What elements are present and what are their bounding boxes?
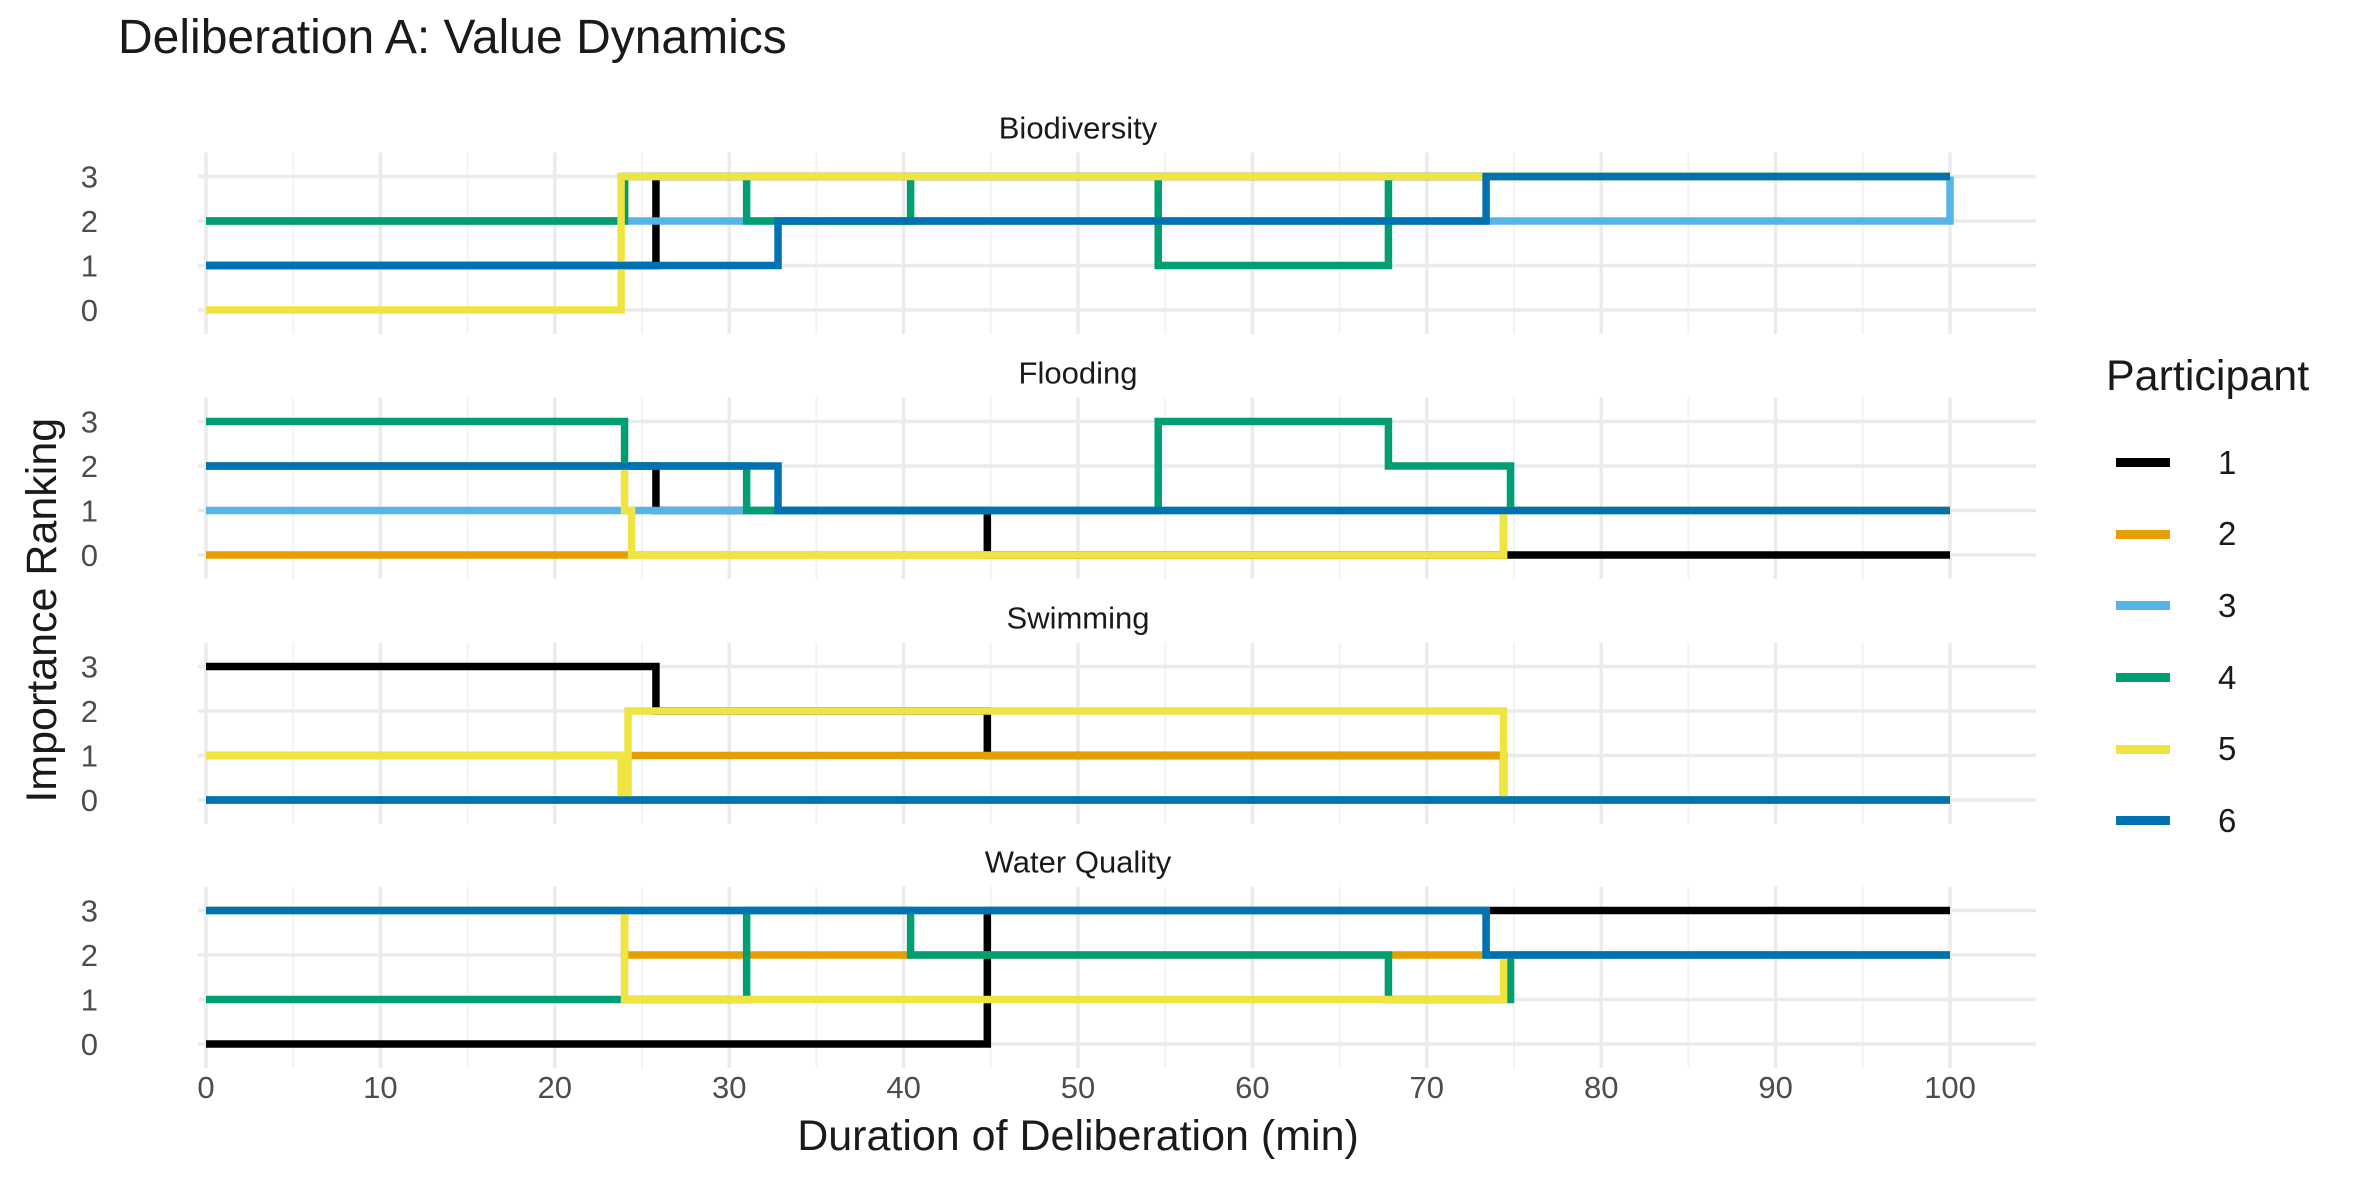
y-tick-label: 2 bbox=[81, 449, 98, 484]
x-tick-label: 0 bbox=[197, 1070, 214, 1105]
facet-panel: 0 1 2 3 Water Quality bbox=[81, 845, 2036, 1068]
facet-panel: 0 1 2 3 Swimming bbox=[81, 601, 2036, 824]
series-line-participant-5 bbox=[206, 172, 1950, 314]
x-axis-label: Duration of Deliberation (min) bbox=[797, 1112, 1359, 1160]
x-tick-label: 50 bbox=[1061, 1070, 1095, 1105]
y-tick-label: 0 bbox=[81, 1027, 98, 1062]
legend-label: 2 bbox=[2218, 515, 2237, 553]
facet-title: Flooding bbox=[1019, 356, 1138, 391]
series-line-participant-4 bbox=[206, 417, 1950, 515]
legend-item: 5 bbox=[2106, 713, 2356, 785]
legend-label: 1 bbox=[2218, 443, 2237, 481]
legend-swatch bbox=[2116, 816, 2170, 826]
series-line-participant-6 bbox=[206, 906, 1950, 959]
y-tick-label: 2 bbox=[81, 694, 98, 729]
legend-item: 6 bbox=[2106, 785, 2356, 857]
x-tick-label: 90 bbox=[1758, 1070, 1792, 1105]
facet-title: Swimming bbox=[1007, 601, 1150, 636]
facet-panel: 0 1 2 3 Biodiversity bbox=[81, 111, 2036, 334]
facet-title: Biodiversity bbox=[999, 111, 1158, 146]
legend-item: 1 bbox=[2106, 427, 2356, 499]
y-tick-label: 3 bbox=[81, 894, 98, 929]
y-axis-label: Importance Ranking bbox=[18, 418, 66, 803]
series-line-participant-5 bbox=[206, 707, 1950, 804]
series-line-participant-4 bbox=[206, 906, 1950, 1004]
legend-title: Participant bbox=[2106, 352, 2310, 400]
legend-swatch bbox=[2116, 458, 2170, 468]
x-tick-label: 80 bbox=[1584, 1070, 1618, 1105]
legend-item: 3 bbox=[2106, 570, 2356, 642]
x-tick-label: 10 bbox=[363, 1070, 397, 1105]
x-tick-label: 40 bbox=[886, 1070, 920, 1105]
y-tick-label: 0 bbox=[81, 783, 98, 818]
legend-swatch bbox=[2116, 673, 2170, 683]
y-tick-label: 0 bbox=[81, 293, 98, 328]
y-tick-label: 3 bbox=[81, 650, 98, 685]
y-tick-label: 1 bbox=[81, 983, 98, 1018]
legend-label: 4 bbox=[2218, 658, 2237, 696]
x-tick-label: 30 bbox=[712, 1070, 746, 1105]
series-line-participant-6 bbox=[206, 172, 1950, 270]
series-line-participant-6 bbox=[206, 462, 1950, 515]
facet-title: Water Quality bbox=[985, 845, 1172, 880]
x-tick-label: 100 bbox=[1924, 1070, 1976, 1105]
legend-items: 1 2 3 4 5 6 bbox=[2106, 427, 2356, 857]
y-tick-label: 0 bbox=[81, 538, 98, 573]
legend-item: 2 bbox=[2106, 499, 2356, 571]
y-tick-label: 3 bbox=[81, 160, 98, 195]
legend-label: 3 bbox=[2218, 586, 2237, 624]
legend-swatch bbox=[2116, 744, 2170, 754]
legend-label: 6 bbox=[2218, 801, 2237, 839]
chart-title: Deliberation A: Value Dynamics bbox=[118, 11, 787, 64]
y-tick-label: 1 bbox=[81, 739, 98, 774]
facet-panel: 0 1 2 3 Flooding bbox=[81, 356, 2036, 579]
x-tick-label: 20 bbox=[538, 1070, 572, 1105]
legend-item: 4 bbox=[2106, 642, 2356, 714]
x-tick-label: 70 bbox=[1410, 1070, 1444, 1105]
y-tick-label: 1 bbox=[81, 494, 98, 529]
y-tick-label: 3 bbox=[81, 405, 98, 440]
legend: Participant 1 2 3 4 5 6 bbox=[2106, 352, 2356, 857]
x-tick-label: 60 bbox=[1235, 1070, 1269, 1105]
y-tick-label: 2 bbox=[81, 204, 98, 239]
legend-swatch bbox=[2116, 529, 2170, 539]
legend-label: 5 bbox=[2218, 730, 2237, 768]
legend-swatch bbox=[2116, 601, 2170, 611]
y-tick-label: 1 bbox=[81, 249, 98, 284]
y-tick-label: 2 bbox=[81, 938, 98, 973]
series-line-participant-5 bbox=[206, 462, 1950, 559]
